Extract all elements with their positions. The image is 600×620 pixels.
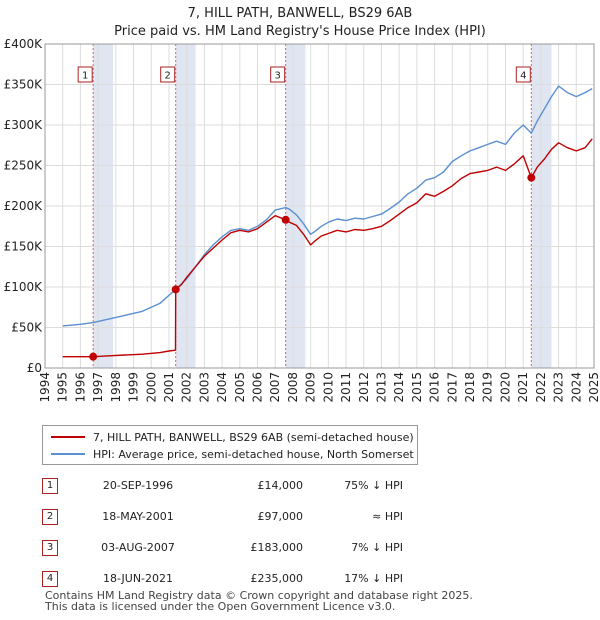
y-tick-label: £300K xyxy=(4,118,44,132)
sale-label-box xyxy=(515,66,531,83)
sale-price: £183,000 xyxy=(250,541,304,554)
y-tick-label: £250K xyxy=(4,159,44,173)
sale-number: 3 xyxy=(42,539,58,556)
legend-swatch-hpi xyxy=(51,453,85,455)
x-tick-label: 2020 xyxy=(498,372,512,403)
sale-price: £235,000 xyxy=(250,572,304,585)
sale-hpi: ≈ HPI xyxy=(372,510,403,523)
sale-number: 4 xyxy=(42,570,58,587)
x-tick-label: 2001 xyxy=(162,372,176,403)
footer-line-1: Contains HM Land Registry data © Crown c… xyxy=(45,589,473,602)
y-tick-label: £0 xyxy=(27,361,42,375)
legend-swatch-price xyxy=(51,436,85,438)
x-tick-label: 2004 xyxy=(215,372,229,403)
legend: 7, HILL PATH, BANWELL, BS29 6AB (semi-de… xyxy=(42,425,418,465)
sale-label: 2 xyxy=(165,71,171,82)
x-tick-label: 1999 xyxy=(127,372,141,403)
x-tick-label: 2022 xyxy=(534,372,548,403)
x-tick-label: 2019 xyxy=(481,372,495,403)
x-tick-label: 1997 xyxy=(91,372,105,403)
x-tick-label: 2002 xyxy=(180,372,194,403)
table-row: 1 20-SEP-1996 £14,000 75% ↓ HPI xyxy=(42,470,403,501)
sale-label: 3 xyxy=(274,71,280,82)
x-tick-label: 2008 xyxy=(286,372,300,403)
x-tick-label: 2021 xyxy=(516,372,530,403)
table-row: 4 18-JUN-2021 £235,000 17% ↓ HPI xyxy=(42,563,403,594)
sale-price: £97,000 xyxy=(257,510,304,523)
x-tick-label: 2023 xyxy=(552,372,566,403)
x-tick-label: 2013 xyxy=(374,372,388,403)
chart-title: 7, HILL PATH, BANWELL, BS29 6AB xyxy=(187,6,413,21)
price-line xyxy=(62,138,593,358)
sale-number: 1 xyxy=(42,477,58,494)
legend-label-price: 7, HILL PATH, BANWELL, BS29 6AB (semi-de… xyxy=(93,430,414,444)
sale-hpi: 7% ↓ HPI xyxy=(351,541,403,554)
sale-label-box xyxy=(77,66,93,83)
x-tick-label: 2011 xyxy=(339,372,353,403)
x-tick-label: 2009 xyxy=(304,372,318,403)
footer-line-2: This data is licensed under the Open Gov… xyxy=(45,600,396,613)
sale-label-box xyxy=(270,66,286,83)
x-tick-label: 2000 xyxy=(144,372,158,403)
x-tick-label: 2025 xyxy=(587,372,600,403)
chart-subtitle: Price paid vs. HM Land Registry's House … xyxy=(114,24,486,39)
table-row: 2 18-MAY-2001 £97,000 ≈ HPI xyxy=(42,501,403,532)
sale-hpi: 17% ↓ HPI xyxy=(344,572,403,585)
x-tick-label: 2003 xyxy=(197,372,211,403)
x-tick-label: 2014 xyxy=(392,372,406,403)
sale-point xyxy=(527,173,536,182)
sale-date: 18-MAY-2001 xyxy=(102,510,174,523)
footer: Contains HM Land Registry data © Crown c… xyxy=(45,590,473,612)
sale-point xyxy=(89,352,98,361)
plot-border xyxy=(44,43,595,369)
price-chart: £0 £50K £100K £150K £200K £250K £300K £350K £400… xyxy=(4,37,600,403)
sale-hpi: 75% ↓ HPI xyxy=(344,479,403,492)
x-tick-label: 2018 xyxy=(463,372,477,403)
legend-item-price: 7, HILL PATH, BANWELL, BS29 6AB (semi-de… xyxy=(51,429,414,445)
x-tick-label: 2010 xyxy=(321,372,335,403)
y-tick-label: £100K xyxy=(4,280,44,294)
x-tick-label: 2015 xyxy=(410,372,424,403)
x-tick-label: 2024 xyxy=(569,372,583,403)
sale-point xyxy=(281,215,290,224)
y-tick-label: £200K xyxy=(4,199,44,213)
sale-date: 03-AUG-2007 xyxy=(101,541,175,554)
sale-number: 2 xyxy=(42,508,58,525)
sales-table: 1 20-SEP-1996 £14,000 75% ↓ HPI 2 18-MAY… xyxy=(42,470,403,594)
legend-item-hpi: HPI: Average price, semi-detached house,… xyxy=(51,446,414,462)
y-tick-label: £50K xyxy=(11,321,43,335)
x-tick-label: 2016 xyxy=(428,372,442,403)
sale-price: £14,000 xyxy=(257,479,304,492)
table-row: 3 03-AUG-2007 £183,000 7% ↓ HPI xyxy=(42,532,403,563)
sale-date: 18-JUN-2021 xyxy=(102,572,174,585)
sale-label: 1 xyxy=(82,71,88,82)
y-tick-label: £350K xyxy=(4,78,44,92)
sale-date: 20-SEP-1996 xyxy=(102,479,174,492)
sale-label: 4 xyxy=(520,71,526,82)
x-tick-label: 1994 xyxy=(38,372,52,403)
x-tick-label: 2017 xyxy=(445,372,459,403)
x-tick-label: 1996 xyxy=(73,372,87,403)
legend-label-hpi: HPI: Average price, semi-detached house,… xyxy=(93,447,414,461)
y-tick-label: £150K xyxy=(4,240,44,254)
x-tick-label: 2005 xyxy=(233,372,247,403)
x-tick-label: 1998 xyxy=(109,372,123,403)
y-tick-label: £400K xyxy=(4,37,44,51)
x-tick-label: 1995 xyxy=(56,372,70,403)
x-tick-label: 2006 xyxy=(251,372,265,403)
x-tick-label: 2012 xyxy=(357,372,371,403)
sale-point xyxy=(171,285,180,294)
x-tick-label: 2007 xyxy=(268,372,282,403)
sale-label-box xyxy=(160,66,176,83)
